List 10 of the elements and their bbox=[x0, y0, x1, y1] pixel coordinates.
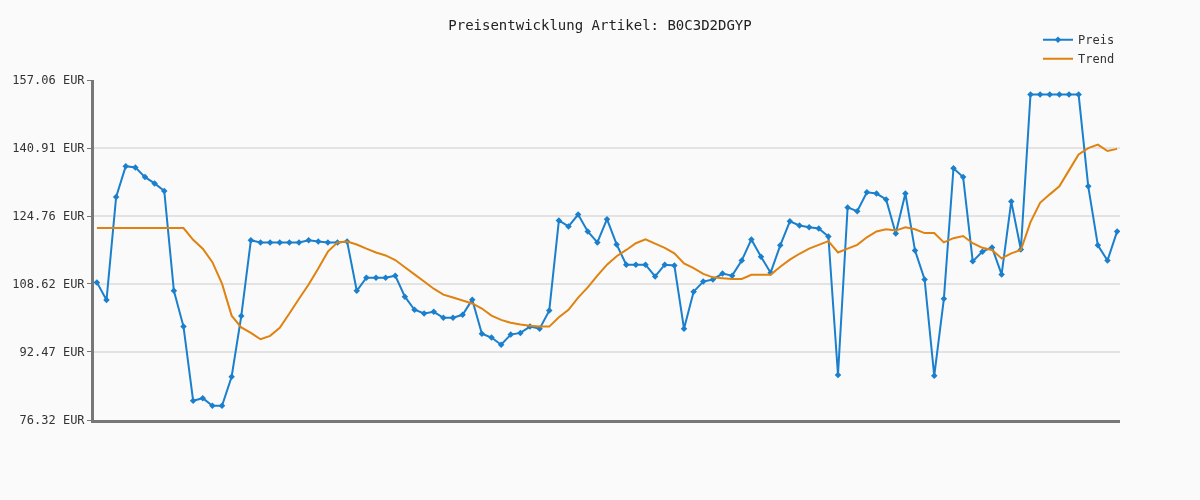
y-tick-label: 92.47 EUR bbox=[19, 345, 86, 360]
legend-label: Preis bbox=[1078, 33, 1115, 48]
chart-title: Preisentwicklung Artikel: B0C3D2DGYP bbox=[448, 16, 752, 33]
line-series bbox=[95, 143, 1119, 341]
y-tick-label: 140.91 EUR bbox=[12, 141, 86, 156]
y-tick-label: 76.32 EUR bbox=[19, 413, 86, 428]
y-tick-label: 108.62 EUR bbox=[12, 277, 86, 292]
y-tick-label: 124.76 EUR bbox=[12, 209, 86, 224]
y-tick-label: 157.06 EUR bbox=[12, 73, 86, 88]
legend-label: Trend bbox=[1078, 52, 1115, 67]
